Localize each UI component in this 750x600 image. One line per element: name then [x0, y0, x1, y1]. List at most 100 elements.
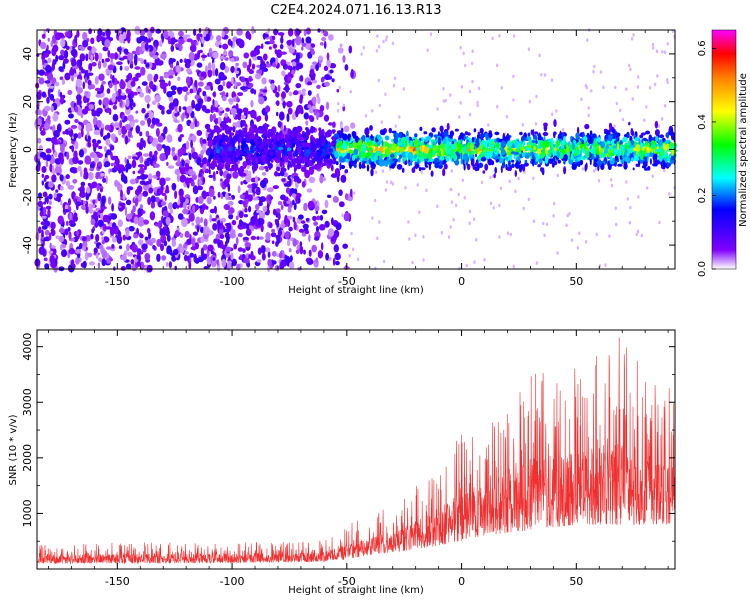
spectrogram-cell — [415, 163, 420, 169]
spectrogram-cell — [318, 140, 321, 148]
spectrogram-cell — [260, 179, 267, 189]
spectrogram-cell — [228, 207, 235, 214]
spectrogram-cell — [84, 155, 92, 165]
spectrogram-cell — [120, 255, 127, 261]
spectrogram-cell — [213, 205, 217, 213]
spectrogram-cell — [536, 148, 541, 155]
spectrogram-cell — [296, 62, 304, 70]
spectrogram-cell — [323, 156, 326, 160]
spectrogram-cell — [494, 166, 498, 174]
spectrogram-cell — [84, 76, 88, 84]
spectrogram-cell — [333, 232, 338, 239]
spectrogram-cell — [285, 196, 289, 202]
spectrogram-cell — [111, 75, 115, 84]
spectrogram-cell — [241, 173, 247, 177]
spectrogram-cell — [232, 171, 239, 179]
spectrogram-cell — [470, 61, 474, 66]
spectrogram-cell — [76, 230, 79, 237]
spectrogram-cell — [126, 186, 134, 191]
spectrogram-cell — [223, 152, 229, 157]
spectrogram-cell — [614, 85, 617, 90]
spectrogram-cell — [440, 142, 446, 151]
spectrogram-cell — [577, 154, 582, 158]
spectrogram-cell — [83, 174, 86, 179]
spectrogram-cell — [174, 112, 179, 117]
spectrogram-cell — [370, 168, 374, 177]
spectrogram-cell — [190, 139, 194, 149]
spectrogram-cell — [228, 118, 232, 124]
spectrogram-cell — [163, 240, 168, 247]
spectrogram-cell — [314, 205, 320, 212]
spectrogram-cell — [88, 104, 95, 110]
spectrogram-cell — [651, 174, 654, 178]
spectrogram-cell — [96, 139, 102, 144]
spectrogram-cell — [67, 127, 72, 131]
spectrogram-cell — [670, 155, 675, 161]
spectrogram-cell — [402, 87, 405, 91]
spectrogram-cell — [228, 98, 234, 103]
spectrogram-cell — [66, 220, 69, 227]
spectrogram-cell — [387, 156, 390, 164]
spectrogram-cell — [83, 167, 88, 175]
spectrogram-cell — [164, 194, 167, 202]
spectrogram-cell — [338, 201, 345, 208]
spectrogram-cell — [250, 50, 257, 58]
spectrogram-cell — [60, 143, 65, 154]
spectrogram-cell — [207, 139, 213, 148]
spectrogram-cell — [48, 181, 54, 188]
spectrogram-cell — [480, 156, 487, 162]
spectrogram-cell — [319, 105, 325, 112]
spectrogram-cell — [179, 233, 184, 238]
spectrogram-cell — [460, 85, 464, 89]
spectrogram-cell — [116, 234, 123, 244]
spectrogram-cell — [255, 187, 261, 196]
spectrogram-cell — [70, 66, 74, 76]
spectrogram-cell — [138, 193, 142, 203]
spectrogram-cell — [58, 228, 66, 234]
spectrogram-cell — [256, 152, 260, 158]
spectrogram-cell — [48, 193, 53, 200]
spectrogram-cell — [271, 260, 277, 265]
spectrogram-cell — [193, 253, 197, 263]
spectrogram-cell — [364, 114, 368, 118]
spectrogram-cell — [334, 168, 340, 176]
spectrogram-cell — [327, 194, 332, 198]
spectrogram-cell — [578, 231, 581, 236]
spectrogram-cell — [359, 157, 363, 161]
spectrogram-cell — [126, 158, 130, 168]
spectrogram-cell — [143, 140, 146, 149]
spectrogram-cell — [298, 214, 304, 220]
spectrogram-cell — [88, 28, 92, 35]
spectrogram-cell — [321, 36, 327, 42]
spectrogram-cell — [582, 136, 588, 143]
spectrogram-cell — [434, 162, 439, 169]
spectrogram-cell — [143, 59, 147, 65]
spectrogram-cell — [124, 66, 130, 71]
spectrogram-cell — [221, 30, 225, 38]
spectrogram-cell — [235, 133, 238, 142]
spectrogram-cell — [385, 35, 388, 39]
spectrogram-cell — [206, 147, 212, 153]
spectrogram-cell — [170, 85, 177, 91]
spectrogram-cell — [275, 57, 278, 65]
spectrogram-cell — [71, 191, 76, 197]
spectrogram-cell — [107, 219, 110, 224]
spectrogram-cell — [334, 252, 341, 261]
spectrogram-cell — [476, 165, 480, 172]
spectrogram-cell — [254, 175, 258, 185]
spectrogram-cell — [232, 109, 236, 118]
spectrogram-cell — [306, 258, 314, 265]
spectrogram-cell — [305, 36, 312, 44]
spectrogram-cell — [132, 170, 136, 175]
spectrogram-cell — [411, 260, 414, 265]
spectrogram-cell — [106, 132, 111, 139]
spectrogram-cell — [245, 30, 251, 39]
spectrogram-cell — [558, 152, 564, 160]
spectrogram-cell — [201, 157, 207, 165]
spectrogram-cell — [206, 128, 212, 133]
spectrogram-cell — [141, 180, 145, 185]
spectrogram-cell — [587, 134, 592, 143]
spectrogram-cell — [192, 103, 196, 109]
spectrogram-cell — [132, 76, 139, 82]
spectrogram-cell — [658, 153, 661, 160]
